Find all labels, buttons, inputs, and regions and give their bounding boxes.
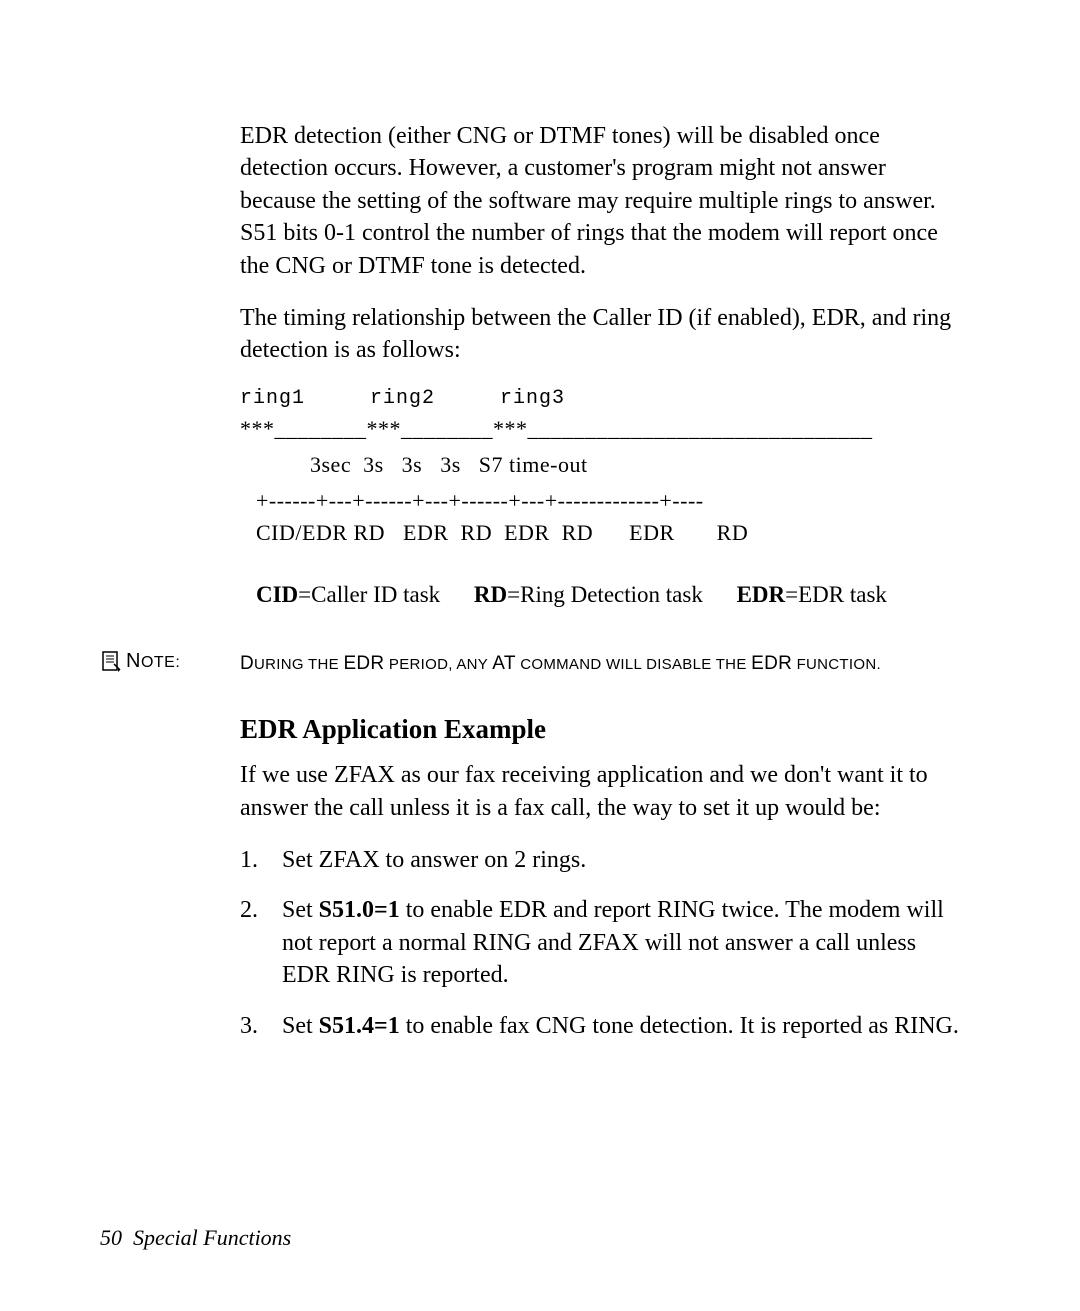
note-row: NOTE: DURING THE EDR PERIOD, ANY AT COMM… [100,650,980,679]
def-cid-bold: CID [256,582,298,607]
def-edr-bold: EDR [737,582,786,607]
timing-asterisk-line: ***________***________***_______________… [240,416,960,442]
step-2: 2.Set S51.0=1 to enable EDR and report R… [240,894,960,991]
timing-task-labels: CID/EDR RD EDR RD EDR RD EDR RD [256,520,960,546]
def-rd-rest: =Ring Detection task [507,582,703,607]
timing-ring-labels: ring1 ring2 ring3 [240,387,960,410]
para-example-intro: If we use ZFAX as our fax receiving appl… [240,759,960,824]
def-cid-rest: =Caller ID task [298,582,440,607]
footer-title: Special Functions [133,1225,291,1250]
page-number: 50 [100,1225,122,1250]
timing-durations: 3sec 3s 3s 3s S7 time-out [310,452,960,478]
definitions-line: CID=Caller ID task RD=Ring Detection tas… [256,582,960,608]
steps-list: 1.Set ZFAX to answer on 2 rings. 2.Set S… [240,844,960,1042]
step-3: 3.Set S51.4=1 to enable fax CNG tone det… [240,1010,960,1042]
note-text: DURING THE EDR PERIOD, ANY AT COMMAND WI… [240,650,980,679]
section-heading: EDR Application Example [240,714,960,745]
timing-diagram: ring1 ring2 ring3 ***________***________… [240,387,960,546]
timing-plus-line: +------+---+------+---+------+---+------… [256,488,960,514]
para-edr-detection: EDR detection (either CNG or DTMF tones)… [240,120,960,282]
page-footer: 50 Special Functions [100,1225,291,1251]
def-edr-rest: =EDR task [785,582,887,607]
note-label: NOTE: [126,650,180,673]
def-rd-bold: RD [474,582,507,607]
step-1: 1.Set ZFAX to answer on 2 rings. [240,844,960,876]
note-icon [100,650,122,674]
para-timing-intro: The timing relationship between the Call… [240,302,960,367]
